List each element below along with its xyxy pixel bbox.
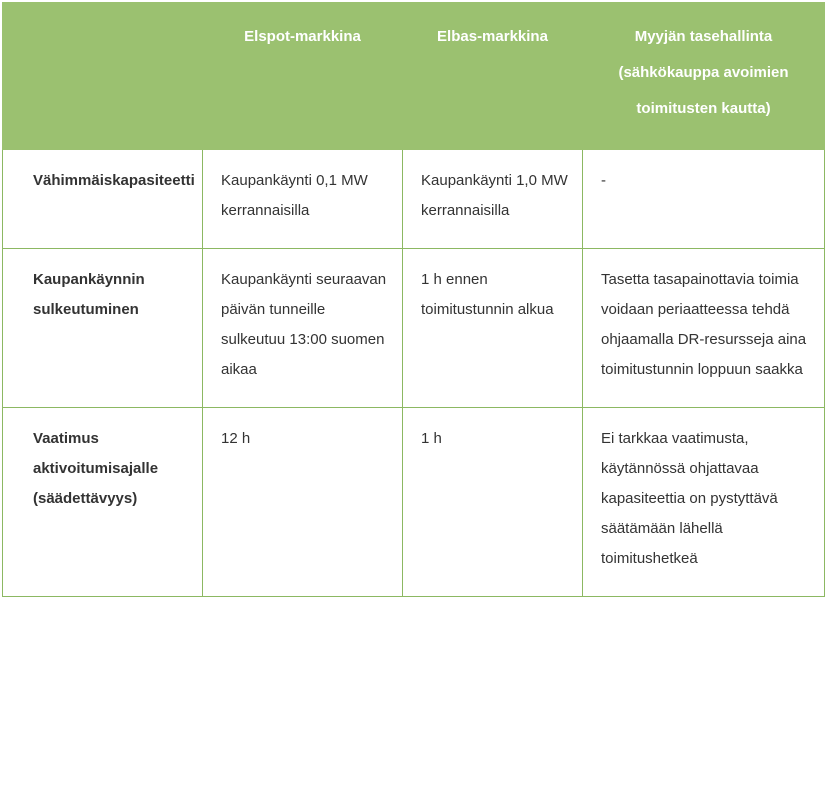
row-header-capacity: Vähimmäiskapasiteetti: [3, 150, 203, 249]
table-cell: 1 h ennen toimitustunnin alkua: [403, 249, 583, 408]
header-cell-elbas: Elbas-markkina: [403, 3, 583, 150]
row-header-activation: Vaatimus aktivoitumisajalle (säädettävyy…: [3, 408, 203, 597]
header-cell-tasehallinta: Myyjän tasehallinta (sähkökauppa avoimie…: [583, 3, 825, 150]
table-row: Kaupankäynnin sulkeutuminen Kaupankäynti…: [3, 249, 825, 408]
table-cell: Kaupankäynti 1,0 MW kerrannaisilla: [403, 150, 583, 249]
table-header: Elspot-markkina Elbas-markkina Myyjän ta…: [3, 3, 825, 150]
table-row: Vaatimus aktivoitumisajalle (säädettävyy…: [3, 408, 825, 597]
table-cell: 1 h: [403, 408, 583, 597]
table-cell: Tasetta tasapainottavia toimia voidaan p…: [583, 249, 825, 408]
row-header-closing: Kaupankäynnin sulkeutuminen: [3, 249, 203, 408]
header-cell-elspot: Elspot-markkina: [203, 3, 403, 150]
table-cell: Ei tarkkaa vaatimusta, käytännössä ohjat…: [583, 408, 825, 597]
header-cell-empty: [3, 3, 203, 150]
table-body: Vähimmäiskapasiteetti Kaupankäynti 0,1 M…: [3, 150, 825, 597]
table-cell: -: [583, 150, 825, 249]
table-row: Vähimmäiskapasiteetti Kaupankäynti 0,1 M…: [3, 150, 825, 249]
header-row: Elspot-markkina Elbas-markkina Myyjän ta…: [3, 3, 825, 150]
table-cell: Kaupankäynti 0,1 MW kerrannaisilla: [203, 150, 403, 249]
table-cell: 12 h: [203, 408, 403, 597]
market-comparison-table: Elspot-markkina Elbas-markkina Myyjän ta…: [2, 2, 825, 597]
table-cell: Kaupankäynti seuraavan päivän tunneille …: [203, 249, 403, 408]
